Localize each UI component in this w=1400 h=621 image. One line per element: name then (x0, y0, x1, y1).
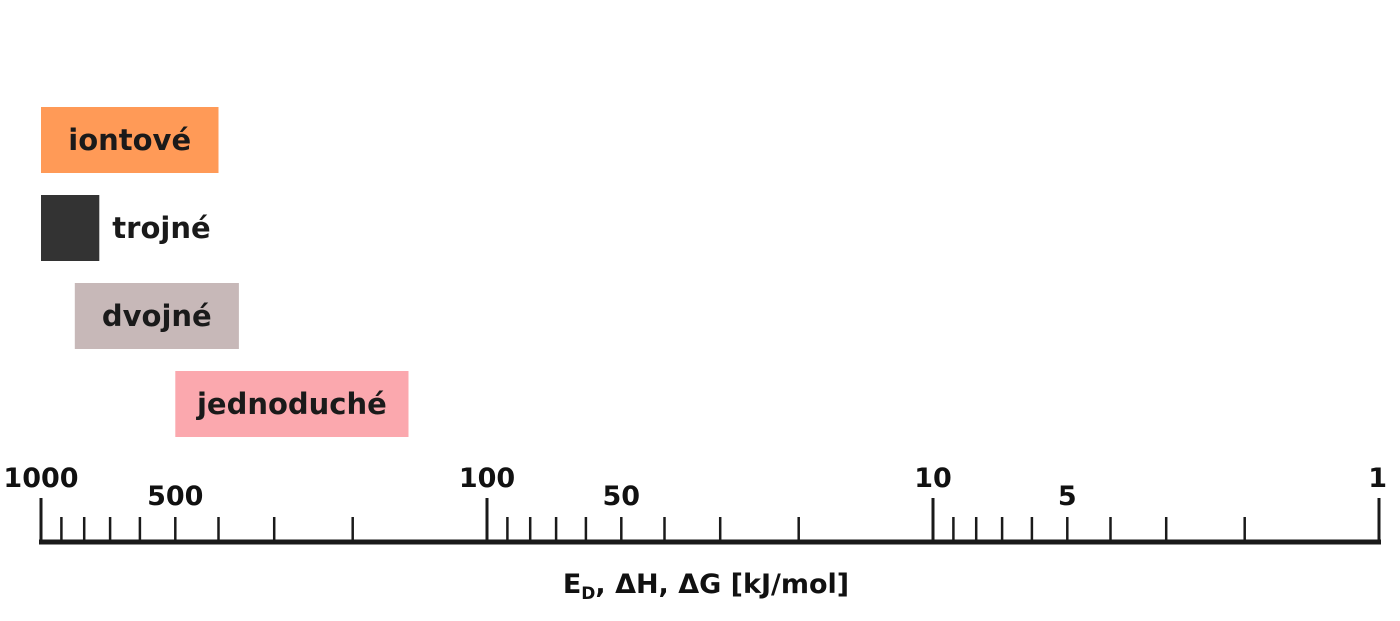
x-axis-title-main: E (563, 569, 581, 600)
bar-label-0: iontové (68, 123, 191, 157)
bar-3 (175, 371, 409, 437)
tick-label-0: 1000 (3, 463, 78, 494)
tick-label-5: 5 (1058, 481, 1077, 512)
tick-label-2: 100 (459, 463, 515, 494)
x-axis-title: ED, ΔH, ΔG [kJ/mol] (563, 569, 849, 604)
tick-label-4: 10 (914, 463, 952, 494)
x-axis-title-rest: , ΔH, ΔG [kJ/mol] (595, 569, 849, 600)
bond-type-bars: iontové trojné dvojné jednoduché (41, 107, 409, 437)
bar-1 (41, 195, 100, 261)
tick-label-6: 1 (1368, 463, 1387, 494)
energy-axis: 1000 500 100 50 10 5 1 (3, 463, 1387, 545)
bar-0 (41, 107, 219, 173)
tick-label-3: 50 (603, 481, 641, 512)
tick-label-1: 500 (147, 481, 203, 512)
bar-2 (74, 283, 239, 349)
bar-label-1: trojné (112, 211, 210, 245)
x-axis-title-subscript: D (581, 584, 595, 604)
bar-label-2: dvojné (102, 299, 212, 333)
bar-label-3: jednoduché (196, 387, 387, 421)
